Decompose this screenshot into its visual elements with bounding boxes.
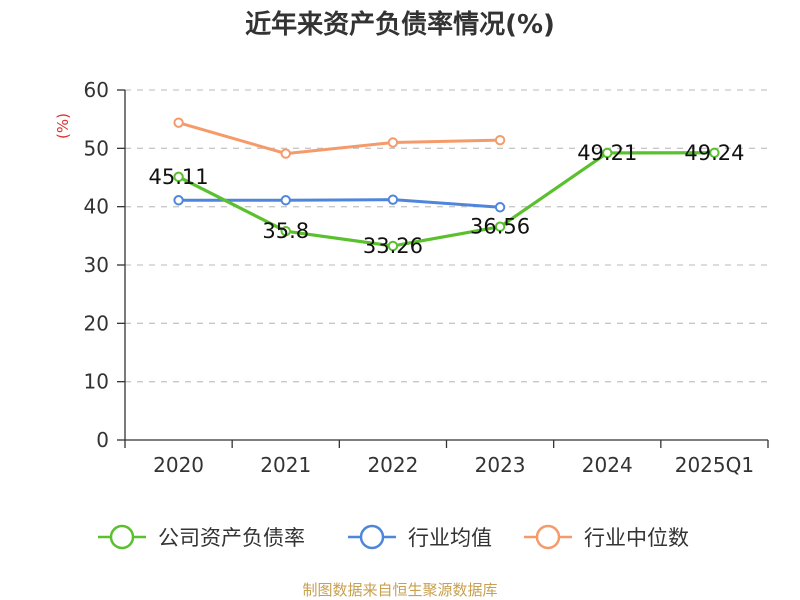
data-label: 49.24	[684, 141, 744, 165]
y-tick-label: 10	[84, 370, 109, 394]
legend[interactable]: 公司资产负债率 行业均值 行业中位数	[98, 524, 689, 550]
legend-item-0[interactable]: 公司资产负债率	[98, 524, 305, 550]
legend-item-2[interactable]: 行业中位数	[524, 524, 689, 550]
series-point	[387, 240, 399, 252]
series-point	[387, 194, 399, 205]
series-point	[173, 117, 184, 128]
data-label: 45.11	[149, 165, 209, 189]
y-tick-label: 40	[84, 195, 109, 219]
series-point	[280, 195, 291, 206]
x-tick-label: 2023	[475, 453, 526, 477]
x-tick-label: 2024	[582, 453, 633, 477]
legend-marker	[359, 524, 385, 550]
data-label: 49.21	[577, 141, 637, 165]
axes: 0 10 20 30 40 50 60 2020 2021 2022 2023 2024 2025Q1	[84, 78, 769, 477]
y-tick-label: 50	[84, 136, 109, 160]
x-tick-label: 2021	[260, 453, 311, 477]
legend-item-1[interactable]: 行业均值	[348, 524, 492, 550]
data-label: 35.8	[262, 219, 309, 243]
series-point	[494, 134, 506, 146]
data-label: 33.26	[363, 234, 423, 258]
series-point	[173, 195, 184, 206]
series-line-0	[177, 151, 715, 248]
series-point	[602, 147, 613, 159]
series-point	[494, 221, 506, 232]
chart-title: 近年来资产负债率情况(%)	[245, 9, 555, 40]
series-point	[280, 148, 291, 159]
series-point	[494, 202, 506, 213]
source-footer: 制图数据来自恒生聚源数据库	[302, 581, 497, 599]
y-unit-label: (%)	[54, 113, 72, 139]
data-labels: 45.11 35.8 33.26 36.56 49.21 49.24	[149, 141, 745, 258]
series-point	[387, 137, 399, 148]
legend-label: 公司资产负债率	[158, 526, 305, 550]
y-tick-label: 20	[84, 311, 109, 335]
series-point	[280, 225, 291, 237]
x-tick-label: 2020	[153, 453, 204, 477]
series-line-1	[178, 198, 501, 209]
y-tick-label: 0	[96, 428, 109, 452]
data-label: 36.56	[470, 215, 530, 239]
x-tick-label: 2025Q1	[675, 453, 754, 477]
y-tick-label: 60	[84, 78, 109, 102]
x-tick-label: 2022	[367, 453, 418, 477]
series-line-2	[178, 121, 501, 156]
legend-label: 行业均值	[408, 526, 492, 550]
y-tick-label: 30	[84, 253, 109, 277]
series-point	[709, 147, 720, 158]
legend-marker	[109, 524, 135, 550]
series-point	[173, 171, 184, 183]
legend-marker	[535, 524, 561, 550]
series	[173, 117, 720, 252]
legend-label: 行业中位数	[584, 526, 689, 550]
